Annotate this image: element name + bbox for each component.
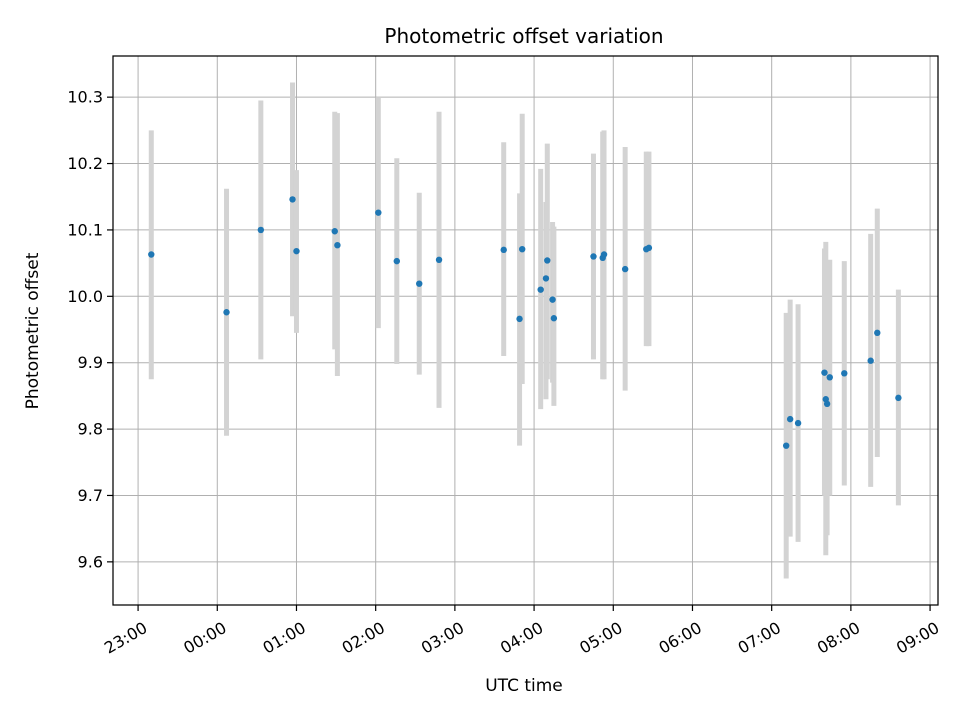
data-point [645,244,653,252]
data-point [550,315,558,322]
data-point [500,246,507,254]
data-point [867,357,874,364]
data-point [293,247,300,255]
data-point [590,253,597,260]
y-tick-label: 9.6 [78,552,103,571]
data-point [826,374,833,381]
y-tick-label: 9.7 [78,486,103,505]
y-axis-ticks: 9.6 9.7 9.8 9.9 10.0 10.1 10.2 10.3 [67,88,113,571]
plot-frame [112,55,939,606]
data-points [148,196,902,449]
data-point [148,251,155,258]
data-point [257,226,265,234]
data-point [783,442,790,449]
data-point [621,265,629,273]
y-tick-label: 10.0 [67,287,103,306]
data-point [223,309,230,316]
data-point [841,370,848,377]
data-point [416,280,423,287]
data-point [331,228,338,235]
data-point [516,315,523,323]
data-point [537,286,544,293]
data-point [519,245,526,253]
data-point [600,251,608,258]
chart-title: Photometric offset variation [384,24,663,48]
data-point [549,296,556,303]
data-point [786,415,794,423]
x-axis-title: UTC time [485,676,563,696]
data-point [544,257,551,264]
data-point [375,209,382,216]
y-tick-label: 10.3 [67,88,103,107]
data-point [393,257,400,265]
data-point [542,275,550,282]
y-tick-label: 9.9 [78,353,103,372]
data-point [334,241,341,249]
data-point [895,394,902,402]
data-point [289,196,296,203]
y-tick-label: 10.2 [67,154,103,173]
data-point [794,419,802,427]
y-tick-label: 10.1 [67,220,103,239]
data-point [874,329,881,337]
y-axis-title: Photometric offset [23,252,43,409]
data-point [435,256,443,264]
data-point [821,369,828,376]
y-tick-label: 9.8 [78,420,103,439]
data-point [823,400,831,408]
